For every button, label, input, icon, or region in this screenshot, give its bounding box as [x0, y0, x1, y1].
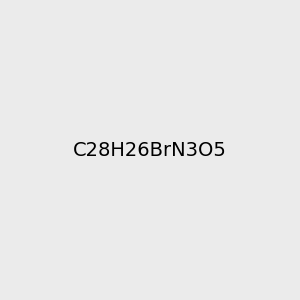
Text: C28H26BrN3O5: C28H26BrN3O5: [73, 140, 227, 160]
